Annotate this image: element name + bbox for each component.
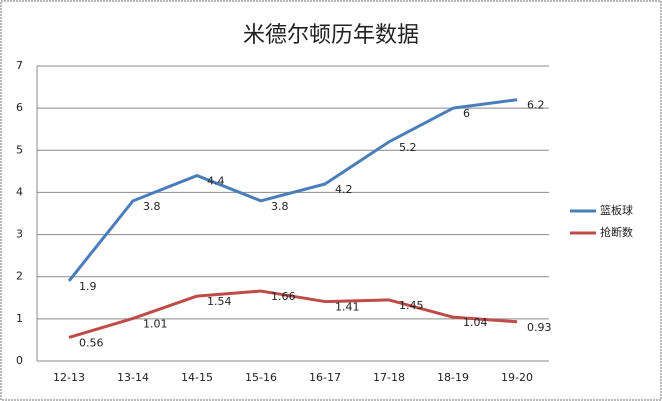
data-label: 0.56 bbox=[79, 336, 104, 349]
legend-label: 抢断数 bbox=[600, 225, 633, 239]
x-tick-label: 13-14 bbox=[117, 371, 149, 384]
data-label: 1.41 bbox=[335, 301, 360, 314]
data-label: 1.9 bbox=[79, 280, 97, 293]
data-label: 5.2 bbox=[399, 141, 417, 154]
x-tick-label: 16-17 bbox=[309, 371, 341, 384]
x-tick-label: 14-15 bbox=[181, 371, 213, 384]
x-tick-label: 19-20 bbox=[501, 371, 533, 384]
y-tick-label: 6 bbox=[16, 101, 23, 114]
x-tick-label: 17-18 bbox=[373, 371, 405, 384]
y-tick-label: 7 bbox=[16, 59, 23, 72]
y-tick-label: 4 bbox=[16, 185, 23, 198]
data-label: 6.2 bbox=[527, 99, 545, 112]
x-tick-label: 12-13 bbox=[53, 371, 85, 384]
y-tick-label: 5 bbox=[16, 143, 23, 156]
x-tick-label: 15-16 bbox=[245, 371, 277, 384]
data-label: 1.04 bbox=[463, 316, 488, 329]
chart-title: 米德尔顿历年数据 bbox=[243, 23, 419, 48]
y-tick-label: 1 bbox=[16, 312, 23, 325]
y-tick-label: 2 bbox=[16, 270, 23, 283]
data-label: 1.01 bbox=[143, 317, 168, 330]
data-label: 3.8 bbox=[271, 200, 289, 213]
y-tick-label: 0 bbox=[16, 354, 23, 367]
data-label: 4.4 bbox=[207, 175, 225, 188]
data-label: 0.93 bbox=[527, 321, 552, 334]
data-label: 1.66 bbox=[271, 290, 296, 303]
data-label: 3.8 bbox=[143, 200, 161, 213]
data-label: 1.45 bbox=[399, 299, 424, 312]
y-tick-label: 3 bbox=[16, 228, 23, 241]
legend-label: 篮板球 bbox=[600, 203, 633, 217]
line-series bbox=[67, 98, 518, 282]
line-series bbox=[68, 289, 518, 339]
data-label: 1.54 bbox=[207, 295, 232, 308]
data-label: 4.2 bbox=[335, 183, 353, 196]
data-label: 6 bbox=[463, 107, 470, 120]
x-tick-label: 18-19 bbox=[437, 371, 469, 384]
